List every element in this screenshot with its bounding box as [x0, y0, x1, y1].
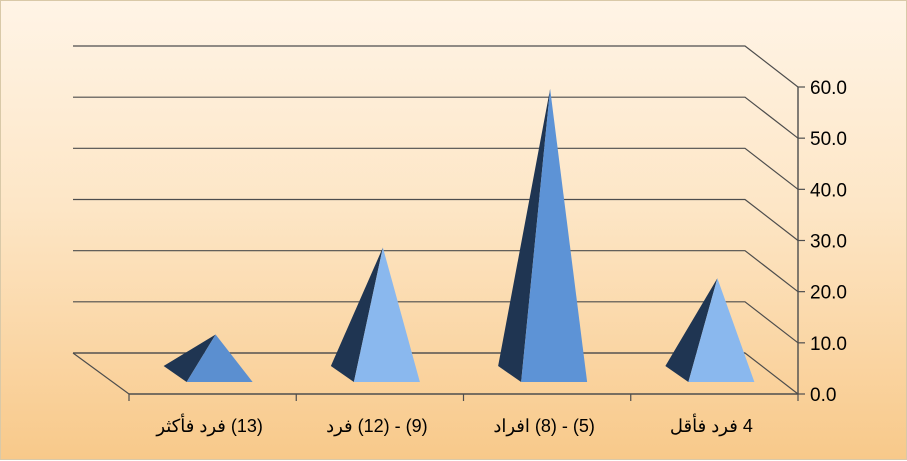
pyramid-front-face [521, 88, 588, 383]
y-tick-label: 30.0 [810, 232, 847, 253]
pyramid-front-face [186, 334, 253, 382]
pyramid-bar [330, 247, 420, 382]
x-category-label: (5) - (8) افراد [493, 416, 595, 437]
gridline [73, 45, 799, 88]
pyramid-bar [163, 334, 253, 382]
y-tick-label: 10.0 [810, 334, 847, 355]
y-tick-labels: 0.0 10.0 20.0 30.0 40.0 50.0 60.0 [810, 78, 847, 406]
y-tick-label: 20.0 [810, 283, 847, 304]
x-category-label: 4 فرد فأقل [670, 413, 753, 437]
pyramid-left-face [665, 278, 718, 382]
gridline [73, 250, 799, 293]
x-category-label: (13) فرد فأكثر [155, 413, 263, 437]
pyramid-left-face [163, 334, 216, 382]
y-tick-label: 40.0 [810, 180, 847, 201]
pyramid-front-face [688, 278, 755, 382]
gridline [73, 96, 799, 139]
gridline [73, 147, 799, 190]
y-axis [128, 86, 805, 401]
x-category-label: (9) - (12) فرد [326, 416, 428, 437]
pyramid-marks [163, 88, 755, 383]
gridline [73, 198, 799, 241]
y-tick-label: 0.0 [810, 385, 836, 406]
gridline [73, 301, 799, 344]
pyramid-bar [665, 278, 755, 382]
category-labels: 4 فرد فأقل (5) - (8) افراد (9) - (12) فرد (… [155, 413, 753, 437]
pyramid-left-face [498, 88, 551, 383]
pyramid-front-face [353, 247, 420, 382]
y-tick-label: 50.0 [810, 129, 847, 150]
pyramid-bar [498, 88, 588, 383]
pyramid-left-face [330, 247, 383, 382]
floor-left-edge [72, 352, 130, 395]
y-tick-label: 60.0 [810, 78, 847, 99]
